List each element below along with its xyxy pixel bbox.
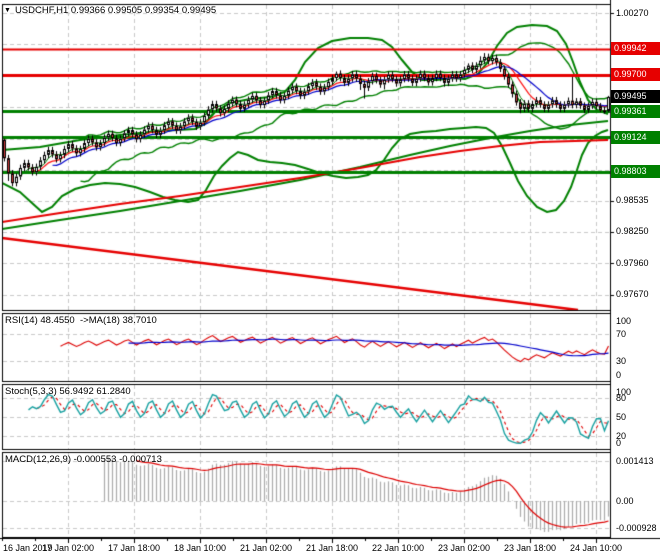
symbol-ohlc-title: ▼ USDCHF,H1 0.99366 0.99505 0.99354 0.994… xyxy=(4,5,216,16)
rsi-ma-value: 38.7010 xyxy=(122,315,157,326)
macd-indicator-label: MACD(12,26,9) xyxy=(5,454,71,465)
price-axis-box-label: 0.98803 xyxy=(611,165,660,179)
price-axis-box-label: 0.99124 xyxy=(611,130,660,144)
stoch-axis-label: 20 xyxy=(616,430,627,441)
time-axis-label: 17 Jan 18:00 xyxy=(107,543,161,553)
price-axis-label: 0.98535 xyxy=(616,195,649,206)
rsi-axis-label: 30 xyxy=(616,355,627,366)
symbol-collapse-icon[interactable]: ▼ xyxy=(4,7,11,14)
macd-axis-label: 0.00 xyxy=(616,496,634,506)
symbol-period-label: USDCHF,H1 xyxy=(14,5,69,16)
price-axis-label: 0.97670 xyxy=(616,289,649,300)
macd-axis-label: -0.000928 xyxy=(616,523,657,533)
price-axis-box-label: 0.99361 xyxy=(611,104,660,118)
time-axis-label: 21 Jan 18:00 xyxy=(305,543,359,553)
rsi-axis-label: 0 xyxy=(616,370,622,380)
stoch-axis-label: 80 xyxy=(616,393,627,404)
stoch-indicator-label: Stoch(5,3,3) xyxy=(5,386,57,397)
stoch-axis-label: 0 xyxy=(616,438,622,448)
macd-value: -0.000553 xyxy=(73,454,117,465)
stoch-k-value: 56.9492 xyxy=(59,386,94,397)
stoch-d-value: 61.2840 xyxy=(96,386,131,397)
stoch-axis-label: 50 xyxy=(616,412,627,422)
price-axis-box-label: 0.99942 xyxy=(611,42,660,56)
macd-axis-label: 0.001413 xyxy=(616,456,654,466)
time-axis-label: 22 Jan 10:00 xyxy=(371,543,425,553)
time-axis-label: 21 Jan 02:00 xyxy=(239,543,293,553)
time-axis-label: 16 Jan 2019 xyxy=(3,543,53,553)
price-axis-box-label: 0.99495 xyxy=(611,90,660,104)
rsi-axis-label: 100 xyxy=(616,316,632,326)
ohlc-values: 0.99366 0.99505 0.99354 0.99495 xyxy=(70,5,217,16)
time-axis-label: 23 Jan 02:00 xyxy=(437,543,491,553)
rsi-value: 48.4550 xyxy=(40,315,75,326)
time-axis-label: 17 Jan 02:00 xyxy=(41,543,95,553)
time-axis-label: 18 Jan 10:00 xyxy=(173,543,227,553)
stoch-panel-title: Stoch(5,3,3) 56.9492 61.2840 xyxy=(5,386,131,397)
price-axis-label: 1.00270 xyxy=(616,7,649,18)
price-axis-label: 0.98250 xyxy=(616,226,649,237)
time-axis-label: 23 Jan 18:00 xyxy=(503,543,557,553)
macd-signal-value: -0.000713 xyxy=(119,454,162,465)
stoch-axis-label: 100 xyxy=(616,387,632,397)
time-axis-label: 24 Jan 10:00 xyxy=(569,543,623,553)
price-axis-box-label: 0.99700 xyxy=(611,68,660,82)
rsi-indicator-label: RSI(14) xyxy=(5,315,38,326)
rsi-ma-label: ->MA(18) xyxy=(80,315,120,326)
macd-panel-title: MACD(12,26,9) -0.000553 -0.000713 xyxy=(5,454,162,465)
rsi-panel-title: RSI(14) 48.4550 ->MA(18) 38.7010 xyxy=(5,315,157,326)
rsi-axis-label: 70 xyxy=(616,329,627,340)
price-axis-label: 0.97960 xyxy=(616,257,649,268)
